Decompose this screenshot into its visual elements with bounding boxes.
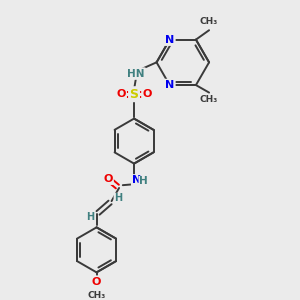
Text: O: O [92, 277, 101, 287]
Text: H: H [114, 193, 122, 203]
Text: CH₃: CH₃ [87, 291, 106, 300]
Text: O: O [142, 89, 152, 99]
Text: CH₃: CH₃ [200, 95, 218, 104]
Text: N: N [165, 80, 174, 90]
Text: N: N [132, 176, 142, 185]
Text: H: H [139, 176, 148, 186]
Text: H: H [86, 212, 94, 222]
Text: N: N [165, 34, 174, 45]
Text: CH₃: CH₃ [200, 17, 218, 26]
Text: HN: HN [127, 69, 145, 79]
Text: O: O [116, 89, 126, 99]
Text: S: S [130, 88, 139, 101]
Text: O: O [103, 174, 112, 184]
